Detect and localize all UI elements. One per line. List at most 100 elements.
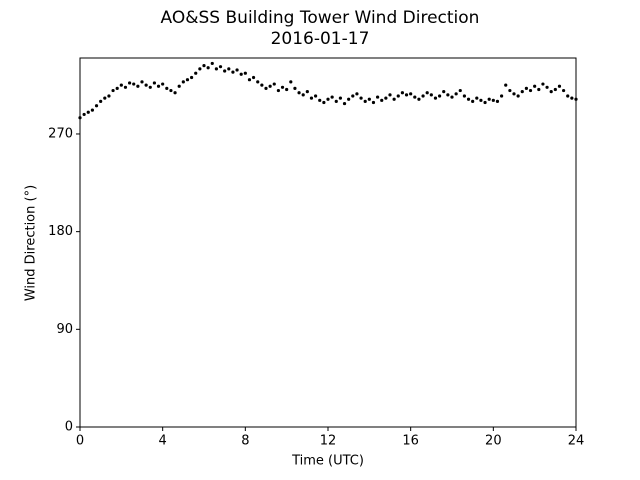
x-axis-label: Time (UTC) [291,454,364,469]
point [520,90,524,94]
point [185,78,190,82]
point [347,97,351,101]
point [140,80,144,84]
point [264,86,268,90]
point [491,98,495,102]
point [86,110,90,114]
point [479,98,483,102]
chart-title: AO&SS Building Tower Wind Direction [161,8,480,28]
point [206,66,210,70]
point [260,83,264,87]
point [371,100,376,105]
point [78,116,82,120]
point [562,88,566,93]
point [289,80,293,84]
point [285,87,289,92]
point [553,87,557,92]
point [156,84,161,88]
point [338,96,342,100]
point [524,86,529,90]
point [574,97,578,101]
point [421,94,425,98]
point [165,86,169,90]
point [442,90,446,94]
y-axis-label: Wind Direction (°) [24,185,39,301]
point [487,97,491,101]
point [528,88,533,93]
point [454,92,458,96]
point [202,63,206,68]
point [326,97,330,101]
point [541,82,545,86]
point [107,94,111,98]
x-tick-label: 24 [568,434,585,449]
point [194,71,198,75]
point [123,85,128,89]
x-tick-label: 16 [402,434,419,449]
point [384,96,388,100]
point [500,94,504,98]
point [334,99,338,104]
point [223,69,227,73]
point [280,85,285,89]
y-tick-label: 180 [48,224,73,239]
point [495,99,500,104]
chart-subtitle: 2016-01-17 [271,29,370,49]
point [256,80,260,84]
point [169,88,173,93]
point [351,94,355,98]
point [309,96,314,100]
point [409,92,413,96]
point [99,99,103,104]
point [276,88,280,93]
point [173,91,177,95]
point [549,90,553,94]
point [128,81,132,85]
point [152,81,156,85]
point [210,61,214,66]
point [380,98,384,102]
point [94,104,99,108]
point [297,91,301,95]
point [483,100,487,105]
point [413,95,417,99]
point [243,71,247,75]
point [330,95,334,99]
point [446,93,450,97]
point [318,98,322,102]
point [227,67,231,71]
point [475,96,479,100]
point [438,94,442,98]
point [359,96,363,100]
point [148,85,152,89]
y-tick-label: 0 [65,420,73,435]
point [103,96,107,100]
y-tick-label: 270 [48,126,73,141]
point [252,75,256,80]
point [404,93,409,97]
point [239,72,243,76]
point [293,86,297,90]
point [342,101,347,106]
point [392,97,396,101]
point [516,94,520,98]
x-tick-label: 12 [320,434,337,449]
x-tick-label: 20 [485,434,502,449]
point [504,83,508,87]
point [508,88,512,93]
x-tick-label: 8 [241,434,249,449]
point [177,84,181,88]
point [247,78,252,82]
point [322,100,326,105]
point [314,94,318,98]
point [363,99,367,104]
point [235,68,239,72]
point [388,93,392,97]
point [161,82,165,86]
point [198,67,202,71]
point [214,67,218,71]
point [190,75,194,80]
x-tick-label: 0 [76,434,84,449]
point [132,82,136,86]
